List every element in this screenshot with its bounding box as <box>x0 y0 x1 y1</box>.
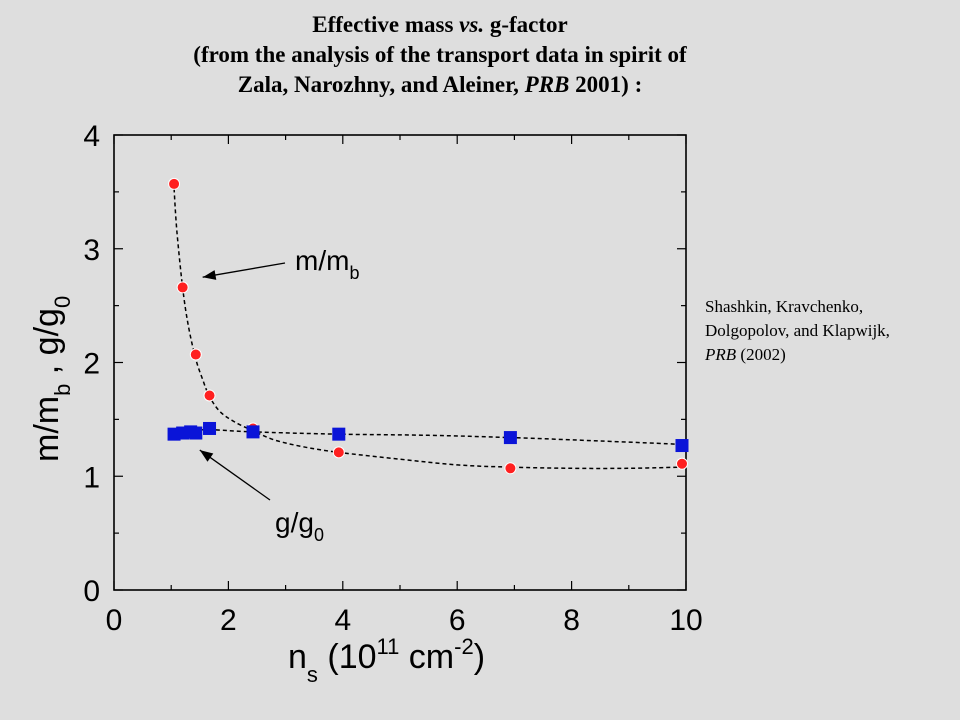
x-tick-label: 10 <box>669 604 702 637</box>
mass-annotation-arrow-head <box>202 270 217 280</box>
citation-line-1: Shashkin, Kravchenko, <box>705 297 864 316</box>
g-factor-data-point <box>332 427 346 441</box>
plot-border <box>113 134 687 591</box>
g-factor-data-point <box>503 431 517 445</box>
mass-annotation-arrow-line <box>202 262 286 278</box>
y-tick-label: 0 <box>83 575 100 608</box>
x-tick-label: 2 <box>220 604 237 637</box>
y-tick-label: 2 <box>83 348 100 381</box>
mass-data-point <box>203 389 216 402</box>
mass-data-point <box>168 177 181 190</box>
citation-line-2: Dolgopolov, and Klapwijk, <box>705 321 890 340</box>
x-tick-label: 4 <box>334 604 351 637</box>
annotations: m/mb g/g0 <box>199 245 359 545</box>
mass-data-point <box>189 348 202 361</box>
axis-ticks: 0 2 4 6 8 10 0 1 2 3 4 <box>83 120 702 637</box>
g-factor-data-point <box>675 439 689 453</box>
data-markers <box>167 177 689 475</box>
chart-title: Effective mass vs. g-factor (from the an… <box>60 10 820 100</box>
g-factor-data-point <box>189 426 203 440</box>
title-line-3: Zala, Narozhny, and Aleiner, PRB 2001) : <box>237 72 643 97</box>
y-axis-label: m/mb , g/g0 <box>28 296 75 462</box>
fit-curve-g <box>174 428 683 446</box>
mass-annotation-label: m/mb <box>295 245 359 283</box>
axis-labels: ns (1011 cm-2) m/mb , g/g0 <box>28 296 485 687</box>
x-tick-label: 6 <box>449 604 466 637</box>
y-tick-label: 3 <box>83 234 100 267</box>
x-axis-label: ns (1011 cm-2) <box>288 634 485 687</box>
g-annotation-arrow-head <box>199 450 214 462</box>
y-tick-label: 1 <box>83 461 100 494</box>
title-line-2: (from the analysis of the transport data… <box>193 42 687 67</box>
g-factor-data-point <box>203 421 217 435</box>
mass-data-point <box>675 457 688 470</box>
mass-data-point <box>332 446 345 459</box>
x-tick-label: 0 <box>106 604 123 637</box>
citation-line-3: PRB (2002) <box>705 345 786 364</box>
y-tick-label: 4 <box>83 120 100 153</box>
x-tick-label: 8 <box>563 604 580 637</box>
citation: Shashkin, Kravchenko, Dolgopolov, and Kl… <box>705 295 955 367</box>
mass-data-point <box>176 281 189 294</box>
title-line-1: Effective mass vs. g-factor <box>312 12 568 37</box>
g-annotation-label: g/g0 <box>275 507 324 545</box>
g-annotation-arrow-line <box>199 449 271 501</box>
plot-frame <box>113 134 687 591</box>
g-factor-data-point <box>246 425 260 439</box>
mass-data-point <box>504 462 517 475</box>
